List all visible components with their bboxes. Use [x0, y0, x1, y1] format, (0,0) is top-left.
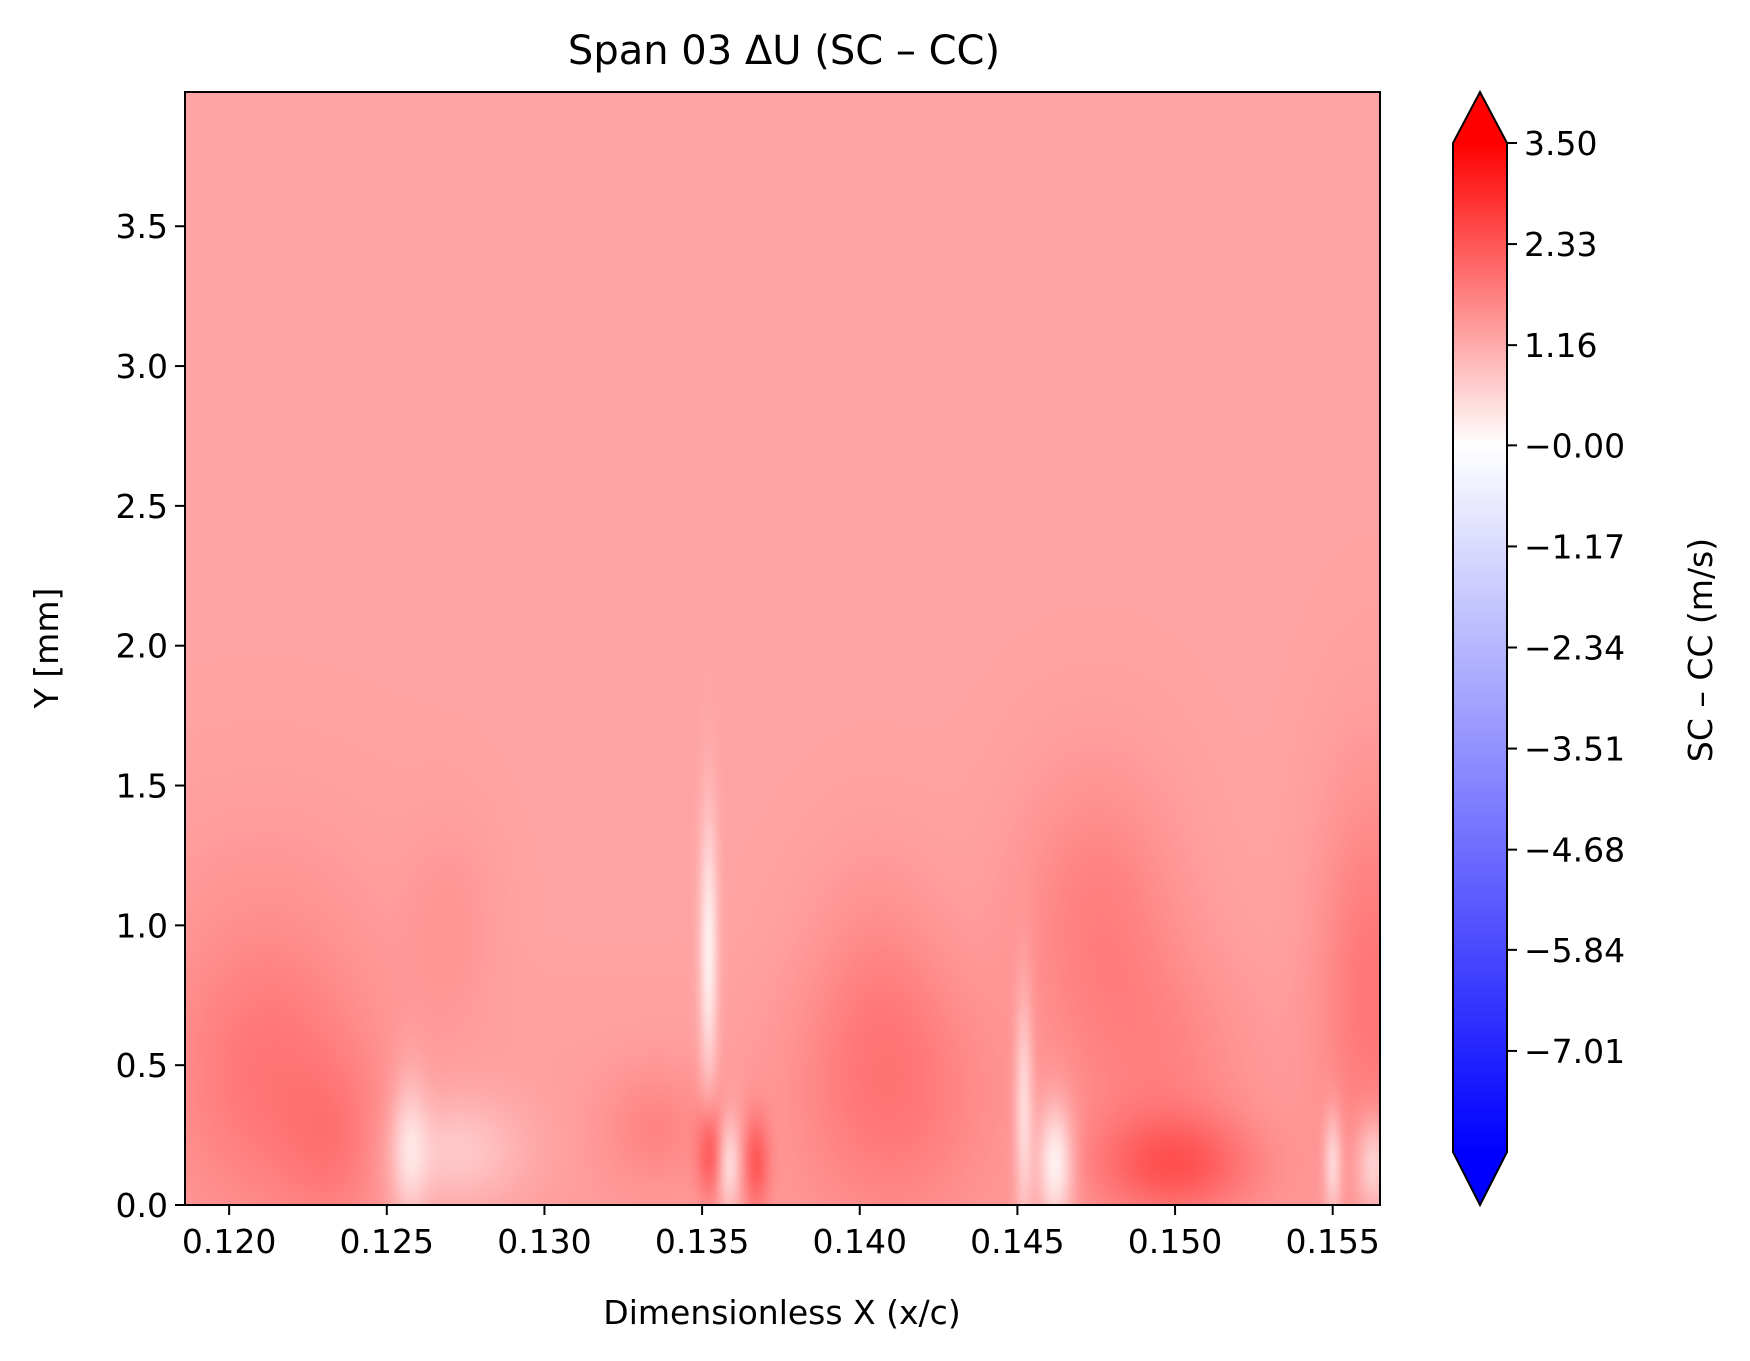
x-tick-label: 0.125	[340, 1222, 434, 1261]
x-axis: 0.120 0.125 0.130 0.135 0.140 0.145 0.150 0.155	[182, 1205, 1380, 1261]
y-axis: 0.0 0.5 1.0 1.5 2.0 2.5 3.0 3.5	[116, 207, 185, 1225]
heatmap-canvas	[185, 92, 1380, 1205]
colorbar-label: SC – CC (m/s)	[1681, 538, 1720, 762]
x-tick-label: 0.120	[182, 1222, 276, 1261]
plot-area	[184, 91, 1381, 1206]
y-tick-label: 1.0	[116, 906, 168, 945]
y-tick-label: 3.5	[116, 207, 168, 246]
colorbar-extend-max	[1453, 92, 1507, 143]
colorbar-tick-label: −0.00	[1524, 426, 1625, 465]
colorbar-tick-label: −3.51	[1524, 730, 1625, 769]
y-tick-label: 0.5	[116, 1046, 168, 1085]
y-tick-label: 3.0	[116, 347, 168, 386]
colorbar-ticks: 3.50 2.33 1.16 −0.00 −1.17 −2.34 −3.51 −4.68 −5.…	[1507, 124, 1625, 1071]
colorbar-tick-label: −2.34	[1524, 629, 1625, 668]
x-tick-label: 0.140	[813, 1222, 907, 1261]
colorbar-tick-label: 3.50	[1524, 124, 1597, 163]
y-tick-label: 1.5	[116, 767, 168, 806]
colorbar-tick-label: −7.01	[1524, 1032, 1625, 1071]
colorbar-tick-label: −5.84	[1524, 931, 1625, 970]
plot-frame	[184, 91, 1381, 1206]
x-axis-label: Dimensionless X (x/c)	[603, 1293, 960, 1332]
colorbar-body	[1453, 143, 1507, 1152]
y-tick-label: 2.5	[116, 487, 168, 526]
colorbar-tick-label: −4.68	[1524, 831, 1625, 870]
x-tick-label: 0.150	[1128, 1222, 1222, 1261]
y-axis-label: Y [mm]	[27, 588, 66, 710]
y-tick-label: 0.0	[116, 1186, 168, 1225]
x-tick-label: 0.130	[497, 1222, 591, 1261]
x-tick-label: 0.145	[970, 1222, 1064, 1261]
colorbar: 3.50 2.33 1.16 −0.00 −1.17 −2.34 −3.51 −4.68 −5.…	[1452, 89, 1720, 1208]
colorbar-tick-label: −1.17	[1524, 527, 1625, 566]
colorbar-outline	[1452, 89, 1508, 1208]
colorbar-extend-min	[1453, 1152, 1507, 1205]
x-tick-label: 0.155	[1285, 1222, 1379, 1261]
chart-title: Span 03 ΔU (SC – CC)	[568, 28, 1000, 74]
y-tick-label: 2.0	[116, 627, 168, 666]
x-tick-label: 0.135	[655, 1222, 749, 1261]
colorbar-tick-label: 2.33	[1524, 225, 1597, 264]
colorbar-tick-label: 1.16	[1524, 326, 1597, 365]
